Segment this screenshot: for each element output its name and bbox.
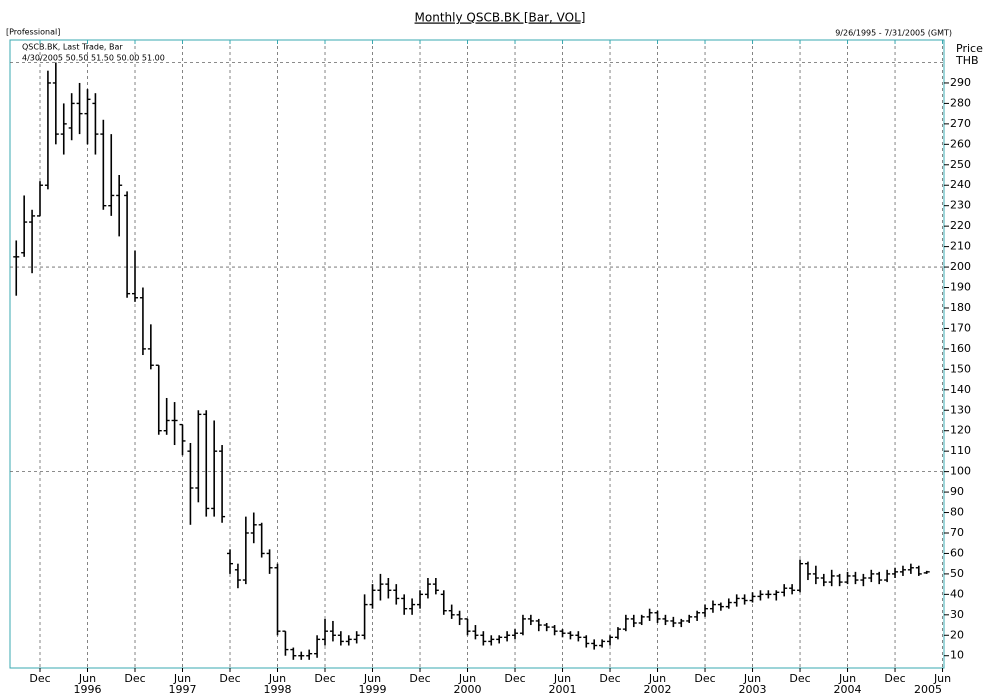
y-tick-label: 30 — [950, 608, 964, 621]
y-tick-label: 50 — [950, 567, 964, 580]
x-year-label: 1998 — [264, 683, 292, 695]
y-tick-label: 140 — [950, 383, 971, 396]
x-tick-label: Dec — [219, 672, 240, 685]
y-axis-label: THB — [955, 54, 979, 67]
y-axis-label: Price — [956, 42, 983, 55]
x-tick-label: Jun — [933, 672, 951, 685]
date-range: 9/26/1995 - 7/31/2005 (GMT) — [835, 29, 952, 38]
y-tick-label: 230 — [950, 199, 971, 212]
chart-title: Monthly QSCB.BK [Bar, VOL] — [415, 11, 586, 25]
last-trade: 4/30/2005 50.50 51.50 50.00 51.00 — [22, 54, 165, 63]
x-tick-label: Dec — [789, 672, 810, 685]
y-tick-label: 290 — [950, 76, 971, 89]
plot-frame — [9, 39, 945, 669]
y-tick-label: 200 — [950, 260, 971, 273]
x-tick-label: Jun — [363, 672, 381, 685]
y-tick-label: 160 — [950, 342, 971, 355]
y-tick-label: 10 — [950, 649, 964, 662]
y-tick-label: 60 — [950, 546, 964, 559]
x-year-label: 2005 — [914, 683, 942, 695]
y-tick-label: 40 — [950, 587, 964, 600]
x-year-label: 2002 — [644, 683, 672, 695]
y-tick-label: 250 — [950, 158, 971, 171]
y-tick-label: 150 — [950, 362, 971, 375]
x-year-label: 1997 — [169, 683, 197, 695]
y-tick-label: 120 — [950, 424, 971, 437]
x-year-label: 2003 — [739, 683, 767, 695]
y-tick-label: 110 — [950, 444, 971, 457]
x-year-label: 2004 — [834, 683, 862, 695]
y-tick-label: 90 — [950, 485, 964, 498]
edition: [Professional] — [6, 28, 60, 37]
y-tick-label: 170 — [950, 321, 971, 334]
x-tick-label: Jun — [553, 672, 571, 685]
x-tick-label: Dec — [884, 672, 905, 685]
legend: QSCB.BK, Last Trade, Bar — [22, 43, 123, 52]
x-tick-label: Dec — [599, 672, 620, 685]
y-tick-label: 130 — [950, 403, 971, 416]
y-tick-label: 260 — [950, 137, 971, 150]
y-tick-label: 220 — [950, 219, 971, 232]
x-tick-label: Jun — [78, 672, 96, 685]
y-tick-label: 190 — [950, 281, 971, 294]
y-tick-label: 270 — [950, 117, 971, 130]
x-year-label: 2000 — [454, 683, 482, 695]
x-year-label: 1999 — [359, 683, 387, 695]
x-tick-label: Dec — [29, 672, 50, 685]
y-tick-label: 70 — [950, 526, 964, 539]
x-tick-label: Jun — [743, 672, 761, 685]
y-tick-label: 80 — [950, 506, 964, 519]
x-tick-label: Jun — [458, 672, 476, 685]
x-tick-label: Dec — [314, 672, 335, 685]
x-tick-label: Jun — [173, 672, 191, 685]
y-tick-label: 210 — [950, 240, 971, 253]
x-tick-label: Jun — [268, 672, 286, 685]
x-tick-label: Jun — [648, 672, 666, 685]
x-tick-label: Dec — [694, 672, 715, 685]
y-tick-label: 100 — [950, 465, 971, 478]
y-tick-label: 280 — [950, 96, 971, 109]
x-tick-label: Dec — [124, 672, 145, 685]
x-year-label: 2001 — [549, 683, 577, 695]
x-tick-label: Dec — [409, 672, 430, 685]
y-tick-label: 20 — [950, 628, 964, 641]
y-tick-label: 240 — [950, 178, 971, 191]
x-tick-label: Jun — [838, 672, 856, 685]
x-tick-label: Dec — [504, 672, 525, 685]
y-tick-label: 180 — [950, 301, 971, 314]
x-year-label: 1996 — [74, 683, 102, 695]
